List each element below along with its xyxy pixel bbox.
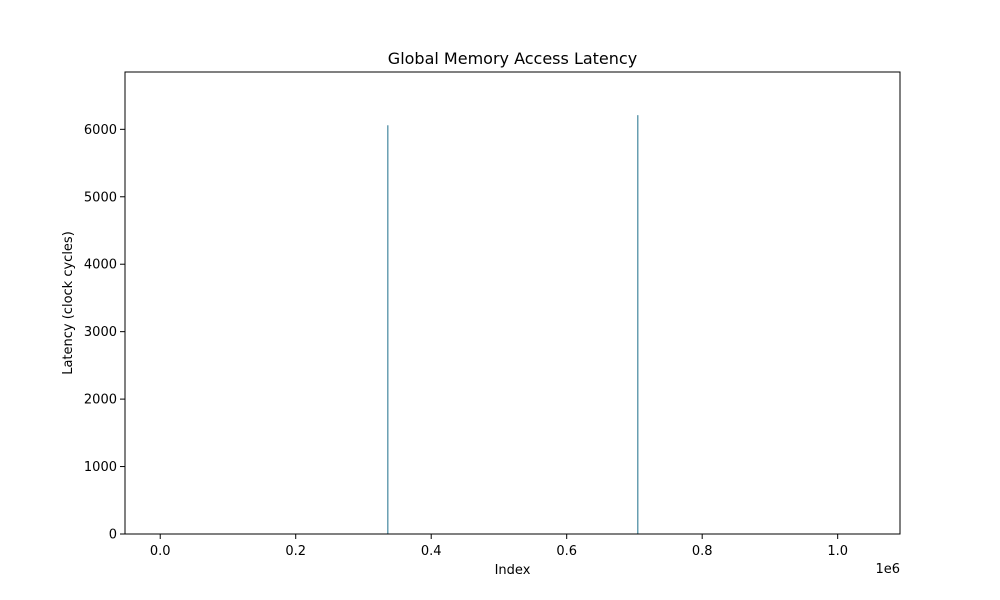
y-axis-label: Latency (clock cycles)	[61, 231, 76, 375]
y-tick-label: 0	[109, 528, 117, 543]
x-axis-offset-label: 1e6	[875, 562, 900, 577]
x-axis-label: Index	[495, 563, 531, 578]
y-axis-ticks: 0 1000 2000 3000 4000 5000 6000	[84, 123, 125, 543]
chart-title: Global Memory Access Latency	[388, 49, 637, 68]
x-tick-label: 0.0	[150, 544, 171, 559]
y-tick-label: 2000	[84, 393, 117, 408]
x-axis-ticks: 0.0 0.2 0.4 0.6 0.8 1.0	[150, 534, 848, 559]
x-tick-label: 0.4	[421, 544, 442, 559]
x-tick-label: 1.0	[827, 544, 848, 559]
x-tick-label: 0.6	[556, 544, 577, 559]
bar-0-1	[637, 115, 639, 534]
x-tick-label: 0.2	[285, 544, 306, 559]
y-tick-label: 4000	[84, 258, 117, 273]
y-tick-label: 3000	[84, 325, 117, 340]
y-tick-label: 6000	[84, 123, 117, 138]
bars-layer	[387, 115, 639, 534]
bar-0-0	[387, 125, 389, 534]
y-tick-label: 5000	[84, 190, 117, 205]
x-tick-label: 0.8	[692, 544, 713, 559]
plot-frame	[124, 71, 901, 535]
y-tick-label: 1000	[84, 460, 117, 475]
